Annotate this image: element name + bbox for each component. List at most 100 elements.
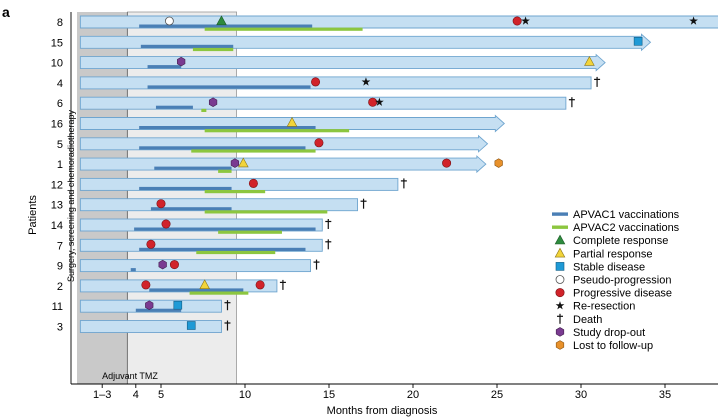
event-pd: [368, 97, 378, 107]
event-pd: [442, 158, 452, 168]
study-drop-out-marker: [145, 300, 154, 310]
x-tick-label: 25: [491, 389, 503, 401]
swim-lane-bar: [79, 53, 606, 72]
apvac2-legend-swatch: [552, 225, 568, 229]
x-tick-label: 15: [323, 389, 335, 401]
legend-label-rr: Re-resection: [573, 301, 635, 313]
apvac1-vaccination-bar: [149, 288, 244, 292]
phase-label-adjuvant-tmz: Adjuvant TMZ: [102, 371, 158, 381]
study-drop-out-marker: [208, 97, 218, 107]
patient-row-13: [79, 198, 367, 214]
y-axis-label: Patients: [27, 195, 39, 235]
phase-label-surgery: Surgery, screening and chemoradiotherapy: [66, 110, 76, 282]
apvac1-legend-swatch: [552, 212, 568, 216]
legend-marker-apvac1: [552, 212, 568, 216]
apvac2-vaccination-bar: [201, 108, 207, 112]
event-pd: [161, 219, 171, 229]
partial-response-marker: [238, 157, 249, 168]
legend-label-cr: Complete response: [573, 235, 668, 247]
re-resection-marker: [375, 97, 384, 106]
event-sd_drop: [208, 97, 218, 107]
pseudo-progression-marker: [164, 16, 174, 26]
event-sd_drop: [177, 56, 186, 67]
x-tick-label: 1–3: [93, 389, 111, 401]
legend-marker-death: [557, 313, 563, 324]
event-pd: [141, 280, 151, 290]
event-pr: [286, 116, 298, 127]
patient-row-11: [79, 299, 231, 313]
patient-row-1: [79, 155, 487, 174]
event-cr: [216, 15, 227, 26]
apvac1-vaccination-bar: [140, 44, 234, 48]
apvac2-vaccination-bar: [189, 291, 249, 295]
patient-row-6: [79, 96, 575, 112]
event-lost: [494, 158, 503, 168]
progressive-disease-marker: [156, 199, 166, 209]
patient-death-marker: [568, 97, 575, 108]
patient-id-label: 4: [57, 78, 63, 90]
progressive-disease-marker: [141, 280, 151, 290]
apvac1-vaccination-bar: [139, 146, 306, 150]
event-pr: [199, 279, 210, 290]
apvac2-vaccination-bar: [204, 210, 328, 214]
swim-lane-bar: [79, 259, 311, 273]
stable-disease-marker: [186, 321, 196, 330]
lost-to-follow-up-marker: [555, 340, 565, 350]
partial-response-marker: [554, 247, 566, 258]
patient-row-9: [79, 259, 320, 273]
patient-row-8: [79, 15, 718, 31]
apvac2-vaccination-bar: [192, 47, 234, 52]
legend-label-death: Death: [573, 314, 602, 326]
event-sd_drop: [158, 259, 167, 270]
re-resection-marker: [555, 301, 565, 310]
x-tick-label: 10: [239, 389, 251, 401]
patient-death-marker: [313, 259, 320, 270]
patient-id-label: 5: [57, 139, 63, 151]
apvac1-vaccination-bar: [147, 85, 311, 89]
x-tick-label: 5: [158, 389, 164, 401]
apvac2-vaccination-bar: [218, 169, 232, 173]
patient-row-4: [79, 76, 601, 90]
progressive-disease-marker: [161, 219, 171, 229]
patient-id-label: 7: [57, 240, 63, 252]
patient-id-label: 16: [51, 119, 63, 131]
x-axis-label: Months from diagnosis: [327, 405, 438, 417]
apvac2-vaccination-bar: [191, 149, 316, 153]
event-pd: [146, 239, 156, 249]
legend-marker-sd_drop: [555, 327, 565, 337]
event-rr: [361, 77, 371, 86]
event-pd: [156, 199, 166, 209]
study-drop-out-marker: [177, 56, 186, 67]
event-rr: [375, 97, 384, 106]
event-pd: [311, 77, 321, 87]
event-pd: [248, 178, 258, 188]
lost-to-follow-up-marker: [494, 158, 503, 168]
legend-marker-rr: [555, 301, 565, 310]
patient-id-label: 2: [57, 281, 63, 293]
patient-id-label: 9: [57, 261, 63, 273]
progressive-disease-marker: [248, 178, 258, 188]
event-pr: [584, 55, 595, 66]
event-sd_drop: [230, 158, 240, 168]
legend-label-pd: Progressive disease: [573, 288, 672, 300]
progressive-disease-marker: [555, 288, 565, 298]
legend-marker-pr: [554, 247, 566, 258]
progressive-disease-marker: [512, 16, 522, 26]
apvac1-vaccination-bar: [139, 186, 232, 191]
apvac1-vaccination-bar: [150, 207, 232, 211]
apvac1-vaccination-bar: [147, 65, 182, 69]
legend-marker-apvac2: [552, 225, 568, 229]
legend-marker-pseudo: [555, 275, 565, 284]
x-tick-label: 30: [575, 389, 587, 401]
apvac1-vaccination-bar: [154, 166, 232, 170]
event-rr: [521, 16, 530, 25]
panel-label: a: [2, 4, 10, 20]
swim-lane-bar: [79, 320, 222, 333]
patient-row-2: [79, 279, 286, 295]
apvac1-vaccination-bar: [139, 247, 306, 251]
re-resection-marker: [361, 77, 371, 86]
patient-id-label: 15: [51, 37, 63, 49]
patient-id-label: 6: [57, 98, 63, 110]
stable-disease-marker: [633, 36, 643, 46]
